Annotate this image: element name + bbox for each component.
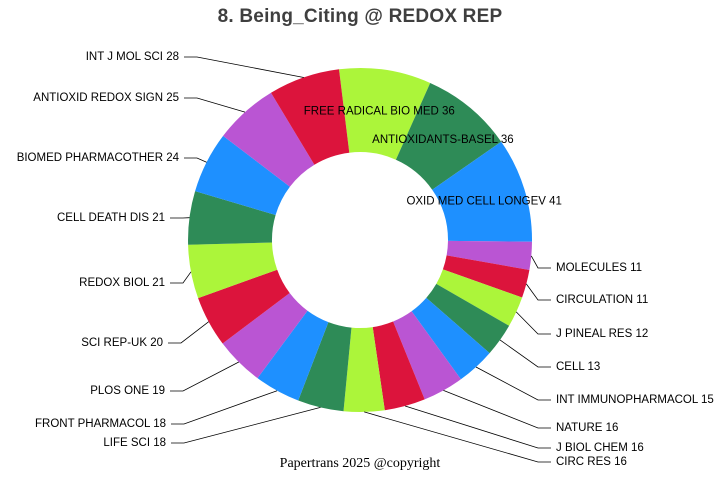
pie-slice <box>426 283 510 354</box>
leader-line <box>184 157 207 163</box>
slice-label: REDOX BIOL 21 <box>79 277 165 289</box>
pie-slice <box>223 92 315 187</box>
slice-label: FRONT PHARMACOL 18 <box>35 418 166 430</box>
leader-line <box>499 339 551 368</box>
leader-line <box>184 56 304 78</box>
slice-label: CELL 13 <box>556 361 600 373</box>
slices-group <box>188 68 533 412</box>
slice-label: SCI REP-UK 20 <box>81 337 163 349</box>
leader-line <box>404 405 551 449</box>
pie-slice <box>339 68 431 160</box>
slice-label: CIRC RES 16 <box>556 456 627 468</box>
pie-slice <box>188 191 276 245</box>
slice-label: NATURE 16 <box>556 422 618 434</box>
slice-label: LIFE SCI 18 <box>103 437 166 449</box>
pie-slice <box>222 293 308 379</box>
copyright-note: Papertrans 2025 @copyright <box>279 456 441 471</box>
slice-label: INT J MOL SCI 28 <box>86 51 179 63</box>
labels-group: FREE RADICAL BIO MED 36 ANTIOXIDANTS-BASE… <box>17 51 714 468</box>
pie-slice <box>271 69 350 165</box>
leader-line <box>525 283 551 301</box>
leader-line <box>530 255 551 269</box>
leader-line <box>170 361 239 392</box>
pie-slice <box>442 255 530 298</box>
leader-line <box>170 271 192 284</box>
slice-label: CIRCULATION 11 <box>556 294 648 306</box>
leader-line <box>171 390 278 425</box>
pie-slice <box>188 242 278 299</box>
leader-line <box>184 97 246 113</box>
pie-slice <box>436 269 523 326</box>
pie-slice <box>411 297 490 380</box>
pie-slice <box>257 310 329 401</box>
slice-label: PLOS ONE 19 <box>90 385 165 397</box>
pie-slice <box>395 83 502 190</box>
slice-label: INT IMMUNOPHARMACOL 15 <box>556 394 714 406</box>
pie-slice <box>298 322 352 412</box>
leader-line <box>515 311 551 335</box>
slice-label: BIOMED PHARMACOTHER 24 <box>17 152 180 164</box>
leader-line <box>171 407 321 444</box>
slice-label-inside: OXID MED CELL LONGEV 41 <box>406 196 562 208</box>
pie-slice <box>195 135 290 215</box>
slice-label-inside: ANTIOXIDANTS-BASEL 36 <box>372 134 513 146</box>
leader-line <box>443 390 551 429</box>
pie-slice <box>446 240 532 270</box>
leader-line <box>364 411 551 463</box>
slice-label: J BIOL CHEM 16 <box>556 442 644 454</box>
pie-slice <box>393 311 461 400</box>
slice-label: CELL DEATH DIS 21 <box>57 212 165 224</box>
pie-slice <box>372 321 425 411</box>
chart-title: 8. Being_Citing @ REDOX REP <box>217 6 503 27</box>
leader-line <box>168 321 209 344</box>
pie-slice <box>432 141 533 242</box>
leader-line <box>475 366 551 401</box>
slice-label: J PINEAL RES 12 <box>556 328 648 340</box>
pie-slice <box>343 327 385 412</box>
slice-label-inside: FREE RADICAL BIO MED 36 <box>304 105 455 117</box>
slice-label: MOLECULES 11 <box>556 262 642 274</box>
slice-label: ANTIOXID REDOX SIGN 25 <box>33 92 179 104</box>
pie-slice <box>198 269 290 344</box>
leader-lines-group <box>168 56 551 463</box>
